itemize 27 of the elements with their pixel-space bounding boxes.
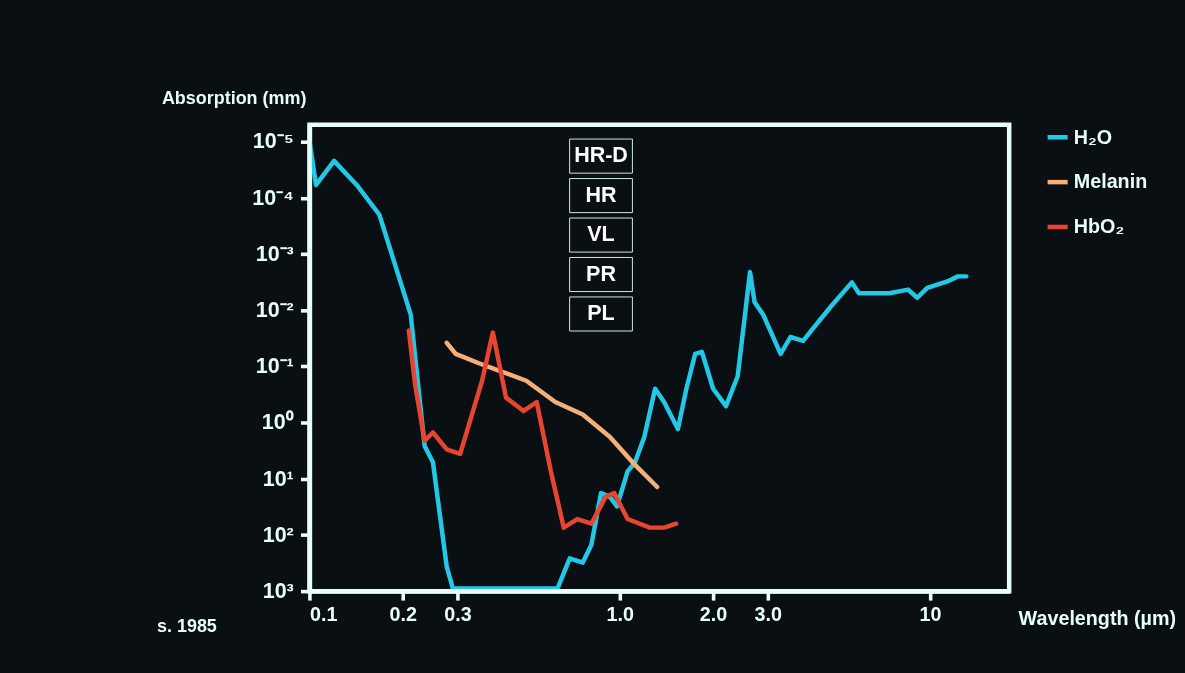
- text: s. 1985: [156, 616, 217, 637]
- annotation: PR: [586, 261, 617, 286]
- x-tick-label: 10: [919, 603, 942, 626]
- y-tick-label: 10⁰: [261, 410, 294, 435]
- x-axis-title: Wavelength (µm): [1018, 606, 1177, 629]
- x-tick-label: 0.2: [389, 603, 418, 626]
- x-tick-label: 1.0: [606, 603, 634, 626]
- x-tick-label: 2.0: [699, 603, 728, 626]
- x-tick-label: 3.0: [754, 603, 782, 626]
- annotation: VL: [587, 222, 615, 247]
- y-tick-label: 10³: [262, 578, 294, 603]
- annotation: HR-D: [574, 143, 628, 168]
- y-tick-label: 10⁻²: [255, 297, 294, 322]
- legend-label: H₂O: [1073, 125, 1113, 148]
- y-axis-title: Absorption (mm): [161, 87, 307, 108]
- y-tick-label: 10²: [262, 522, 294, 547]
- x-tick-label: 0.3: [444, 603, 472, 626]
- annotation: PL: [587, 301, 615, 326]
- y-tick-label: 10⁻³: [255, 241, 294, 266]
- y-tick-label: 10⁻⁵: [252, 129, 294, 154]
- legend-label: HbO₂: [1073, 215, 1125, 238]
- y-tick-label: 10⁻¹: [255, 354, 294, 379]
- y-tick-label: 10¹: [262, 466, 294, 491]
- x-tick-label: 0.1: [309, 603, 338, 626]
- y-tick-label: 10⁻⁴: [252, 185, 294, 210]
- legend-label: Melanin: [1073, 170, 1148, 193]
- annotation: HR: [585, 182, 618, 207]
